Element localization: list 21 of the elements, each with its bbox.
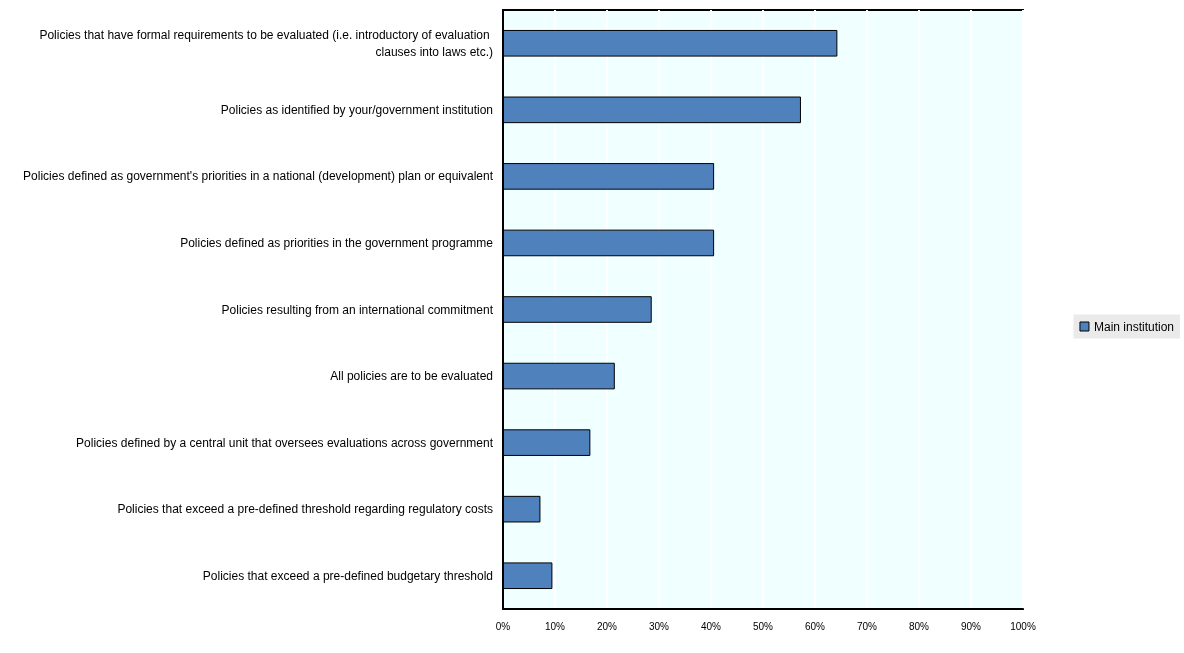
y-tick-label: Policies that exceed a pre-defined threshold regarding regulatory costs (117, 502, 493, 517)
y-tick-label: All policies are to be evaluated (330, 369, 493, 384)
y-tick-label: Policies that have formal requirements to be evaluated (i.e. introductory of evaluation clauses into laws etc.) (39, 27, 493, 59)
x-tick-label: 20% (596, 620, 618, 632)
x-tick-label: 100% (1010, 620, 1036, 632)
x-tick-label: 30% (648, 620, 670, 632)
x-tick-label: 0% (495, 620, 511, 632)
x-tick-label: 40% (700, 620, 722, 632)
x-tick-label: 70% (856, 620, 878, 632)
y-tick-label: Policies that exceed a pre-defined budgetary threshold (202, 568, 493, 583)
y-tick-label: Policies defined as government's priorities in a national (development) plan or equivalent (23, 169, 494, 184)
x-tick-label: 10% (544, 620, 566, 632)
x-tick-label: 90% (960, 620, 982, 632)
y-tick-label: Policies defined by a central unit that oversees evaluations across government (76, 435, 494, 450)
legend-label: Main institution (1093, 319, 1175, 334)
x-tick-label: 80% (908, 620, 930, 632)
x-tick-label: 60% (804, 620, 826, 632)
y-tick-label: Policies as identified by your/government institution (220, 102, 493, 117)
y-tick-label: Policies defined as priorities in the government programme (180, 235, 494, 250)
y-tick-label: Policies resulting from an international commitment (221, 302, 494, 317)
x-tick-label: 50% (752, 620, 774, 632)
